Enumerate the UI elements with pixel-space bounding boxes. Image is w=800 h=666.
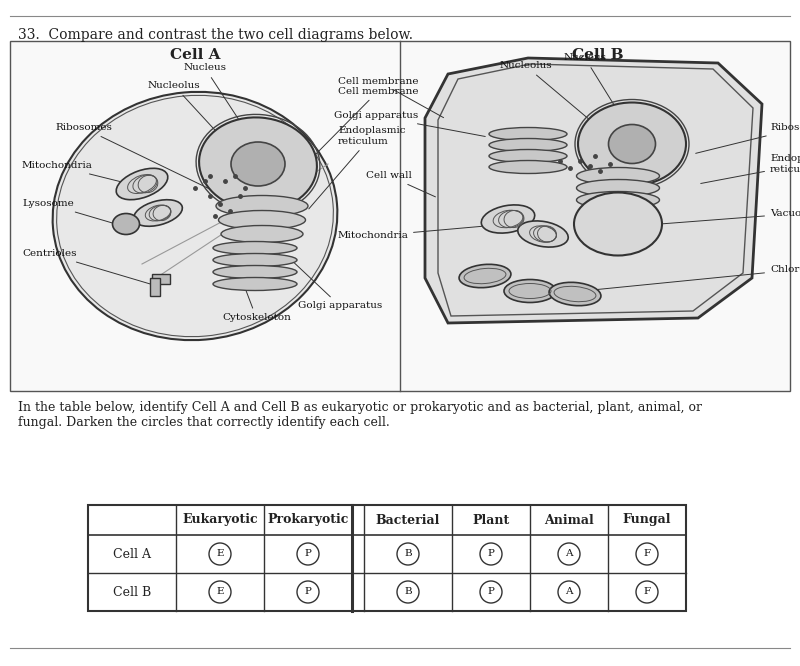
Text: P: P xyxy=(305,549,311,559)
Ellipse shape xyxy=(489,127,567,141)
Text: Prokaryotic: Prokaryotic xyxy=(267,513,349,527)
Text: Golgi apparatus: Golgi apparatus xyxy=(289,258,382,310)
Ellipse shape xyxy=(577,168,659,184)
Bar xyxy=(152,274,170,284)
Ellipse shape xyxy=(53,92,338,340)
Ellipse shape xyxy=(518,221,568,247)
Ellipse shape xyxy=(113,214,139,234)
Text: Bacterial: Bacterial xyxy=(376,513,440,527)
Text: E: E xyxy=(216,587,224,597)
Ellipse shape xyxy=(489,139,567,151)
Bar xyxy=(88,505,686,611)
Ellipse shape xyxy=(504,280,556,302)
Circle shape xyxy=(397,543,419,565)
Ellipse shape xyxy=(213,278,297,290)
Text: A: A xyxy=(566,549,573,559)
Ellipse shape xyxy=(578,103,686,186)
Text: Cell A: Cell A xyxy=(113,547,151,561)
Ellipse shape xyxy=(199,117,317,210)
Circle shape xyxy=(209,543,231,565)
Text: E: E xyxy=(216,549,224,559)
Ellipse shape xyxy=(574,192,662,256)
Text: Nucleolus: Nucleolus xyxy=(148,81,246,164)
Text: B: B xyxy=(404,549,412,559)
Text: Fungal: Fungal xyxy=(622,513,671,527)
Circle shape xyxy=(636,543,658,565)
Ellipse shape xyxy=(489,149,567,163)
Ellipse shape xyxy=(216,196,308,216)
Circle shape xyxy=(480,543,502,565)
Text: Mitochondria: Mitochondria xyxy=(22,161,139,186)
Text: Endoplasmic
reticulum: Endoplasmic reticulum xyxy=(309,127,406,209)
Ellipse shape xyxy=(609,125,655,163)
Ellipse shape xyxy=(549,282,601,306)
Ellipse shape xyxy=(213,266,297,278)
Text: A: A xyxy=(566,587,573,597)
Circle shape xyxy=(297,581,319,603)
Ellipse shape xyxy=(213,254,297,266)
Text: B: B xyxy=(404,587,412,597)
Ellipse shape xyxy=(134,200,182,226)
Text: P: P xyxy=(487,549,494,559)
Circle shape xyxy=(209,581,231,603)
Text: Plant: Plant xyxy=(472,513,510,527)
Bar xyxy=(150,278,160,296)
Circle shape xyxy=(636,581,658,603)
Text: Animal: Animal xyxy=(544,513,594,527)
Text: Nucleus: Nucleus xyxy=(563,53,630,132)
Circle shape xyxy=(397,581,419,603)
Bar xyxy=(10,41,790,391)
Text: P: P xyxy=(305,587,311,597)
Circle shape xyxy=(480,581,502,603)
Ellipse shape xyxy=(231,142,285,186)
Text: Mitochondria: Mitochondria xyxy=(337,224,506,240)
Text: In the table below, identify Cell A and Cell B as eukaryotic or prokaryotic and : In the table below, identify Cell A and … xyxy=(18,401,702,429)
Text: Cell membrane: Cell membrane xyxy=(338,77,443,118)
Ellipse shape xyxy=(459,264,511,288)
Text: Golgi apparatus: Golgi apparatus xyxy=(334,111,486,137)
Ellipse shape xyxy=(577,192,659,208)
Text: Endoplasmic
reticulum: Endoplasmic reticulum xyxy=(701,155,800,184)
Text: Cell wall: Cell wall xyxy=(366,172,435,197)
Text: Vacuole: Vacuole xyxy=(662,210,800,224)
Text: Cell B: Cell B xyxy=(113,585,151,599)
Text: Chloroplasts: Chloroplasts xyxy=(574,264,800,292)
Text: F: F xyxy=(643,549,650,559)
Polygon shape xyxy=(425,58,762,323)
Ellipse shape xyxy=(221,226,303,242)
Circle shape xyxy=(558,581,580,603)
Text: Cell A: Cell A xyxy=(170,48,220,62)
Text: Cytoskeleton: Cytoskeleton xyxy=(222,282,291,322)
Ellipse shape xyxy=(213,242,297,254)
Text: F: F xyxy=(643,587,650,597)
Text: Ribosomes: Ribosomes xyxy=(696,123,800,153)
Text: P: P xyxy=(487,587,494,597)
Text: Ribosomes: Ribosomes xyxy=(55,123,218,192)
Circle shape xyxy=(297,543,319,565)
Text: Cell membrane: Cell membrane xyxy=(314,87,418,156)
Ellipse shape xyxy=(489,161,567,174)
Text: 33.  Compare and contrast the two cell diagrams below.: 33. Compare and contrast the two cell di… xyxy=(18,28,413,42)
Ellipse shape xyxy=(482,205,534,233)
Text: Nucleus: Nucleus xyxy=(183,63,257,147)
Text: Centrioles: Centrioles xyxy=(22,250,154,285)
Text: Cell B: Cell B xyxy=(572,48,624,62)
Ellipse shape xyxy=(577,180,659,196)
Text: Lysosome: Lysosome xyxy=(22,200,123,226)
Text: Eukaryotic: Eukaryotic xyxy=(182,513,258,527)
Ellipse shape xyxy=(116,168,168,200)
Circle shape xyxy=(558,543,580,565)
Text: Nucleolus: Nucleolus xyxy=(499,61,620,145)
Ellipse shape xyxy=(218,210,306,230)
